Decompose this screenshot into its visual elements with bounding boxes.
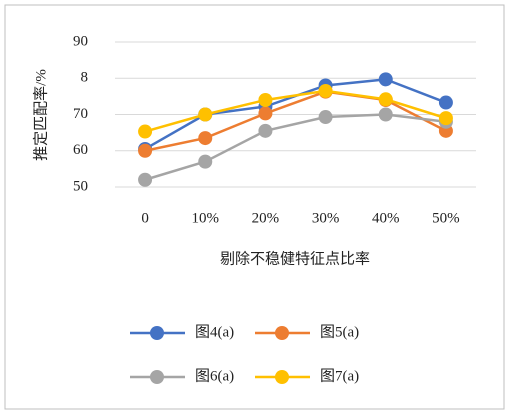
legend-marker [150, 326, 164, 340]
point [258, 93, 273, 107]
legend-label: 图5(a) [320, 323, 359, 340]
point [378, 107, 393, 122]
point [198, 107, 213, 122]
point [378, 72, 393, 87]
point [258, 123, 273, 138]
legend-label: 图7(a) [320, 367, 359, 384]
point [198, 131, 213, 146]
x-tick-label: 20% [252, 210, 280, 226]
point [438, 95, 453, 110]
point [378, 92, 393, 107]
y-tick-label: 8 [81, 70, 89, 86]
y-tick-label: 60 [73, 142, 88, 158]
legend-marker [275, 326, 289, 340]
x-tick-label: 30% [312, 210, 340, 226]
point [258, 106, 273, 121]
y-tick-label: 90 [73, 33, 88, 49]
series-line [144, 89, 447, 133]
y-axis-title: 推定匹配率/% [32, 69, 49, 161]
chart-border [4, 4, 505, 410]
x-tick-label: 10% [192, 210, 220, 226]
point [318, 83, 333, 98]
point [438, 111, 453, 126]
point [138, 124, 153, 139]
point [198, 154, 213, 169]
legend-marker [150, 370, 164, 384]
series-line [144, 113, 447, 181]
legend-label: 图4(a) [195, 323, 234, 340]
x-tick-label: 50% [432, 210, 460, 226]
y-tick-label: 50 [73, 178, 88, 194]
series-line [144, 90, 447, 152]
x-tick-label: 0 [141, 210, 149, 226]
x-axis-title: 剔除不稳健特征点比率 [220, 250, 370, 267]
legend-marker [275, 370, 289, 384]
y-tick-label: 70 [73, 106, 88, 122]
legend-label: 图6(a) [195, 367, 234, 384]
point [138, 172, 153, 187]
x-tick-label: 40% [372, 210, 400, 226]
point [138, 143, 153, 158]
point [318, 110, 333, 125]
